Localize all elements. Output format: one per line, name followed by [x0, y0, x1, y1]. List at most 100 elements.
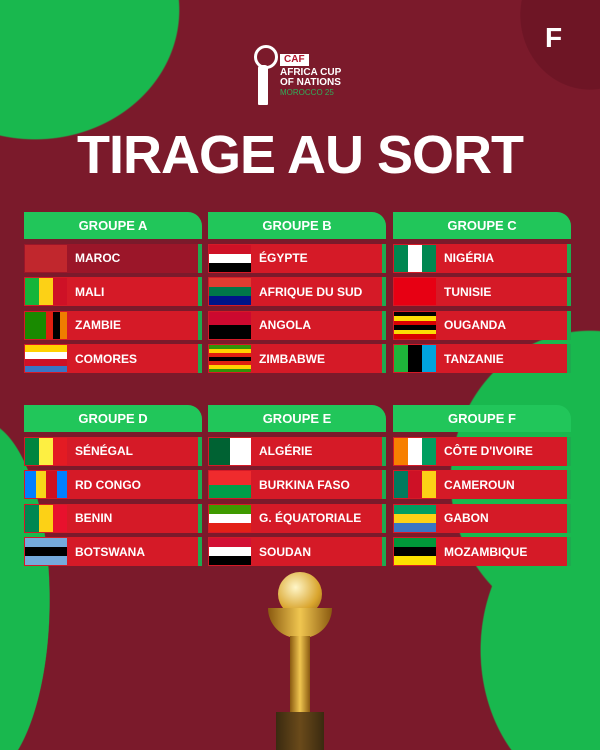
flag-stripe	[25, 345, 67, 353]
team-row: GABON	[393, 503, 571, 533]
flag-stripe	[209, 278, 251, 288]
team-name: MOZAMBIQUE	[444, 544, 528, 559]
flag-stripe	[394, 329, 436, 335]
flag-stripe	[422, 345, 436, 373]
team-row: NIGÉRIA	[393, 243, 571, 273]
team-row: ZIMBABWE	[208, 344, 386, 374]
team-row: MOZAMBIQUE	[393, 537, 571, 567]
trophy-image	[264, 572, 336, 750]
flag-stripe	[209, 471, 251, 485]
brand-logo: F	[545, 22, 563, 53]
flag-stripe	[209, 484, 251, 499]
flag-stripe	[209, 325, 251, 339]
logo-line: MOROCCO 25	[280, 88, 334, 97]
team-name: CÔTE D'IVOIRE	[444, 444, 533, 459]
flag-stripe	[209, 556, 251, 566]
flag-stripe	[422, 471, 436, 499]
flag-stripe	[25, 547, 67, 557]
team-row: CÔTE D'IVOIRE	[393, 436, 571, 466]
team-name: ALGÉRIE	[259, 444, 313, 459]
team-row: ANGOLA	[208, 310, 386, 340]
team-row: TANZANIE	[393, 344, 571, 374]
flag-stripe	[60, 311, 67, 339]
flag-icon	[25, 278, 67, 306]
flag-stripe	[408, 471, 422, 499]
flag-icon	[25, 437, 67, 465]
logo-text: CAF AFRICA CUP OF NATIONS MOROCCO 25	[280, 54, 341, 98]
team-row: OUGANDA	[393, 310, 571, 340]
flag-stripe	[209, 360, 251, 365]
flag-icon	[25, 345, 67, 373]
flag-stripe	[209, 513, 251, 523]
flag-stripe	[394, 513, 436, 523]
team-name: GABON	[444, 511, 489, 526]
flag-stripe	[209, 311, 251, 326]
group-header: GROUPE F	[393, 405, 571, 432]
flag-icon	[25, 504, 67, 532]
flag-icon	[25, 471, 67, 499]
team-name: NIGÉRIA	[444, 251, 495, 266]
flag-stripe	[394, 334, 436, 339]
team-name: SÉNÉGAL	[75, 444, 134, 459]
flag-icon	[209, 345, 251, 373]
team-row: AFRIQUE DU SUD	[208, 277, 386, 307]
flag-stripe	[53, 437, 67, 465]
flag-stripe	[39, 504, 53, 532]
flag-stripe	[209, 356, 251, 361]
group-d: GROUPE D SÉNÉGAL RD CONGO BENIN BOTSWANA	[24, 405, 202, 567]
group-header: GROUPE E	[208, 405, 386, 432]
logo-line: AFRICA CUP	[280, 67, 342, 78]
flag-stripe	[53, 278, 67, 306]
flag-stripe	[230, 437, 251, 465]
team-row: G. ÉQUATORIALE	[208, 503, 386, 533]
group-header: GROUPE D	[24, 405, 202, 432]
flag-stripe	[209, 437, 230, 465]
flag-stripe	[394, 325, 436, 330]
flag-stripe	[209, 345, 251, 350]
flag-stripe	[422, 244, 436, 272]
flag-icon	[209, 311, 251, 339]
flag-stripe	[408, 345, 422, 373]
flag-icon	[25, 244, 67, 272]
flag-stripe	[394, 278, 436, 306]
flag-icon	[394, 311, 436, 339]
team-row: ÉGYPTE	[208, 243, 386, 273]
team-row: CAMEROUN	[393, 470, 571, 500]
flag-stripe	[408, 244, 422, 272]
flag-stripe	[25, 358, 67, 366]
flag-icon	[394, 345, 436, 373]
trophy-stem	[290, 636, 310, 712]
team-name: BURKINA FASO	[259, 477, 350, 492]
flag-stripe	[46, 471, 57, 499]
flag-stripe	[209, 287, 251, 297]
trophy-base	[276, 712, 324, 750]
flag-stripe	[394, 316, 436, 321]
group-header: GROUPE C	[393, 212, 571, 239]
flag-stripe	[46, 311, 53, 339]
flag-icon	[209, 538, 251, 566]
flag-stripe	[25, 278, 39, 306]
flag-stripe	[39, 437, 53, 465]
flag-icon	[394, 538, 436, 566]
team-row: MAROC	[24, 243, 202, 273]
flag-stripe	[209, 364, 251, 369]
flag-icon	[209, 437, 251, 465]
team-name: COMORES	[75, 351, 138, 366]
flag-stripe	[209, 522, 251, 532]
team-name: ANGOLA	[259, 318, 311, 333]
team-name: ZAMBIE	[75, 318, 121, 333]
flag-stripe	[394, 244, 408, 272]
trophy-body	[268, 608, 332, 638]
flag-stripe	[209, 244, 251, 254]
team-name: MALI	[75, 284, 105, 299]
team-name: SOUDAN	[259, 544, 312, 559]
group-header: GROUPE A	[24, 212, 202, 239]
flag-stripe	[394, 311, 436, 317]
flag-stripe	[209, 262, 251, 272]
flag-icon	[394, 504, 436, 532]
flag-stripe	[25, 471, 36, 499]
logo-line: OF NATIONS	[280, 77, 341, 88]
flag-stripe	[32, 311, 39, 339]
team-name: CAMEROUN	[444, 477, 515, 492]
caf-label: CAF	[280, 54, 309, 66]
